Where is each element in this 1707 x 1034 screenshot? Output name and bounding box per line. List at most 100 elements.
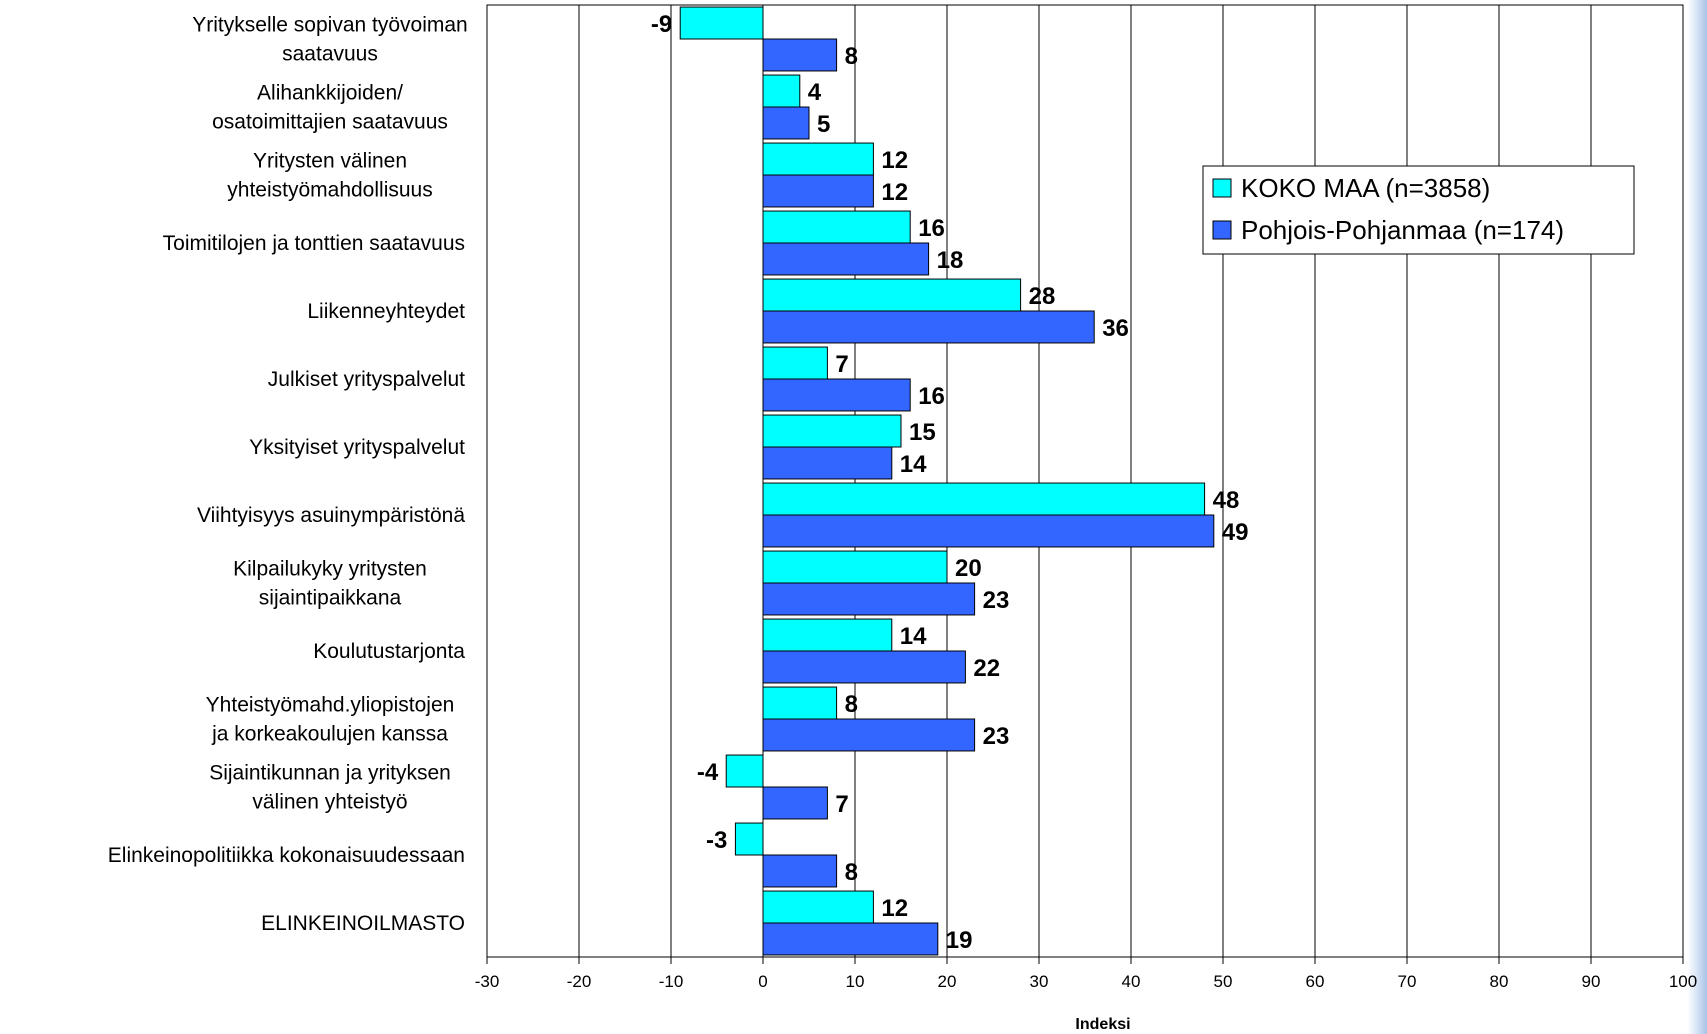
category-label: Yritysten välinen: [253, 150, 407, 173]
category-label: Yhteistyömahd.yliopistojen: [206, 694, 455, 717]
bar-koko-maa: [762, 686, 838, 720]
bar-pohjois-pohjanmaa: [762, 650, 966, 684]
category-label: Liikenneyhteydet: [307, 300, 465, 323]
data-label: 23: [983, 587, 1010, 614]
bar-koko-maa: [762, 142, 874, 176]
category-label: Toimitilojen ja tonttien saatavuus: [163, 232, 465, 255]
data-label: 49: [1222, 519, 1249, 546]
data-label: 14: [900, 451, 927, 478]
category-label: Elinkeinopolitiikka kokonaisuudessaan: [108, 844, 465, 867]
data-label: 36: [1102, 315, 1129, 342]
category-label: Julkiset yrityspalvelut: [268, 368, 465, 391]
category-label: osatoimittajien saatavuus: [212, 111, 448, 134]
bar-koko-maa: [762, 890, 874, 924]
bar-pohjois-pohjanmaa: [762, 174, 874, 208]
bar-pohjois-pohjanmaa: [762, 38, 838, 72]
bar-koko-maa: [762, 550, 948, 584]
legend-box: [1202, 165, 1635, 255]
data-label: 48: [1213, 487, 1240, 514]
data-label: 18: [937, 247, 964, 274]
x-tick-label: -30: [475, 972, 500, 991]
legend-label: Pohjois-Pohjanmaa (n=174): [1241, 215, 1564, 245]
bar-koko-maa: [725, 754, 764, 788]
legend-swatch: [1212, 220, 1232, 240]
legend-swatch: [1212, 178, 1232, 198]
data-label: 8: [845, 43, 858, 70]
data-label: 28: [1029, 283, 1056, 310]
category-label: saatavuus: [282, 43, 378, 66]
data-label: 12: [881, 147, 908, 174]
x-axis-title: Indeksi: [1075, 1016, 1130, 1033]
x-tick-label: 80: [1490, 972, 1509, 991]
category-label: sijaintipaikkana: [259, 587, 402, 610]
bar-koko-maa: [762, 346, 828, 380]
data-label: 4: [808, 79, 822, 106]
bar-koko-maa: [762, 482, 1206, 516]
x-tick-label: 10: [846, 972, 865, 991]
data-label: 5: [817, 111, 830, 138]
bar-koko-maa: [762, 618, 893, 652]
x-tick-label: 20: [938, 972, 957, 991]
bar-pohjois-pohjanmaa: [762, 514, 1215, 548]
category-label: ELINKEINOILMASTO: [261, 912, 465, 935]
bar-pohjois-pohjanmaa: [762, 718, 976, 752]
category-label: Sijaintikunnan ja yrityksen: [209, 762, 451, 785]
data-label: -3: [706, 827, 727, 854]
data-label: 12: [881, 179, 908, 206]
data-label: 7: [835, 351, 848, 378]
plot-area-frame: [486, 4, 1684, 958]
category-label: Alihankkijoiden/: [257, 82, 403, 105]
category-label: ja korkeakoulujen kanssa: [211, 723, 448, 746]
data-label: 23: [983, 723, 1010, 750]
data-label: 8: [845, 691, 858, 718]
data-label: 7: [835, 791, 848, 818]
bar-koko-maa: [762, 414, 902, 448]
data-label: 12: [881, 895, 908, 922]
x-tick-label: 100: [1669, 972, 1697, 991]
x-tick-label: 70: [1398, 972, 1417, 991]
bar-koko-maa: [734, 822, 764, 856]
x-tick-label: 30: [1030, 972, 1049, 991]
bar-koko-maa: [679, 6, 764, 40]
data-label: 8: [845, 859, 858, 886]
bar-pohjois-pohjanmaa: [762, 378, 911, 412]
legend-label: KOKO MAA (n=3858): [1241, 173, 1490, 203]
data-label: 16: [918, 383, 945, 410]
category-label: välinen yhteistyö: [252, 791, 407, 814]
bar-pohjois-pohjanmaa: [762, 106, 810, 140]
category-label: Yksityiset yrityspalvelut: [249, 436, 465, 459]
category-label: Kilpailukyky yritysten: [233, 558, 427, 581]
data-label: 20: [955, 555, 982, 582]
data-label: 15: [909, 419, 936, 446]
data-label: -4: [697, 759, 719, 786]
x-tick-label: 0: [758, 972, 767, 991]
x-tick-label: 60: [1306, 972, 1325, 991]
bar-pohjois-pohjanmaa: [762, 854, 838, 888]
bar-pohjois-pohjanmaa: [762, 922, 939, 956]
data-label: 22: [973, 655, 1000, 682]
bar-pohjois-pohjanmaa: [762, 582, 976, 616]
category-label: yhteistyömahdollisuus: [227, 179, 432, 202]
bar-pohjois-pohjanmaa: [762, 242, 930, 276]
x-tick-label: -10: [659, 972, 684, 991]
data-label: 14: [900, 623, 927, 650]
bar-pohjois-pohjanmaa: [762, 310, 1095, 344]
category-label: Viihtyisyys asuinympäristönä: [197, 504, 465, 527]
x-tick-label: 40: [1122, 972, 1141, 991]
data-label: 16: [918, 215, 945, 242]
x-tick-label: 90: [1582, 972, 1601, 991]
bar-pohjois-pohjanmaa: [762, 446, 893, 480]
bar-koko-maa: [762, 210, 911, 244]
bar-koko-maa: [762, 278, 1022, 312]
legend: KOKO MAA (n=3858) Pohjois-Pohjanmaa (n=17…: [1202, 165, 1635, 255]
category-label: Koulutustarjonta: [313, 640, 465, 663]
bar-koko-maa: [762, 74, 801, 108]
x-tick-label: 50: [1214, 972, 1233, 991]
data-label: -9: [651, 11, 672, 38]
decorative-edge-stripe: [1687, 0, 1707, 1034]
category-label: Yritykselle sopivan työvoiman: [192, 14, 467, 37]
bar-pohjois-pohjanmaa: [762, 786, 828, 820]
data-label: 19: [946, 927, 973, 954]
